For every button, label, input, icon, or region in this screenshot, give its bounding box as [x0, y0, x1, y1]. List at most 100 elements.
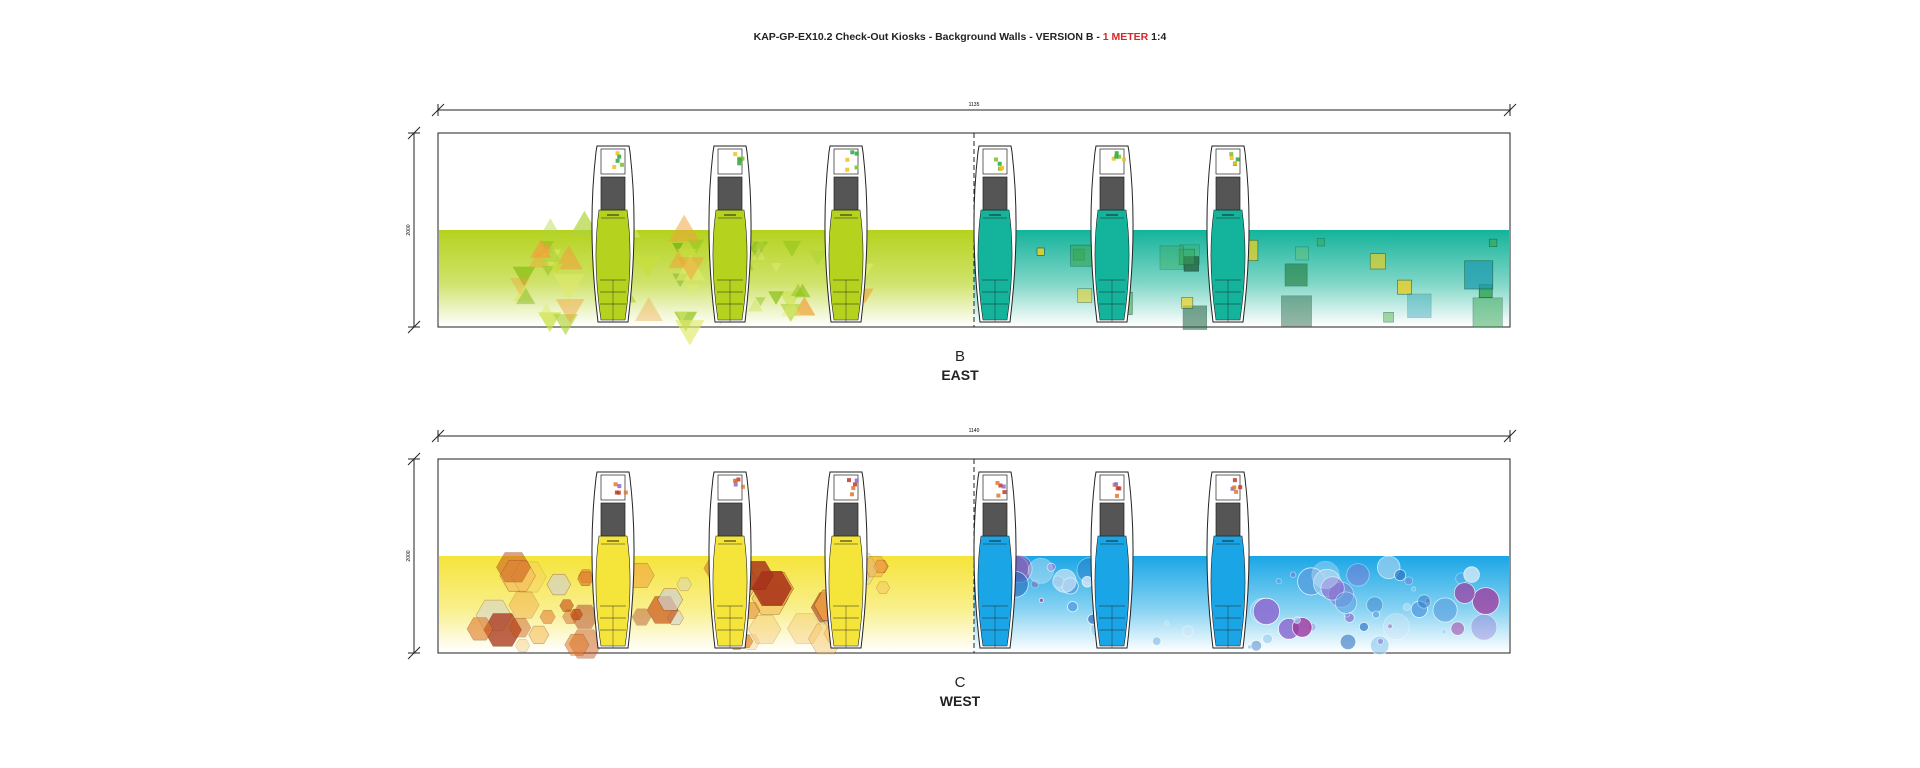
kiosk-accent-shape: [997, 161, 1002, 166]
triangle-shape: [747, 298, 763, 312]
kiosk-accent-shape: [850, 150, 855, 155]
kiosk-accent-shape: [1234, 489, 1239, 494]
circle-shape: [1311, 560, 1340, 589]
triangle-shape: [538, 303, 554, 317]
kiosk-accent-shape: [1001, 484, 1006, 489]
width-dimension-label: 1135: [969, 102, 980, 108]
kiosk-accent-shape: [613, 482, 618, 487]
triangle-shape: [793, 296, 816, 316]
kiosk-accent-shape: [1115, 493, 1119, 498]
triangle-shape: [554, 245, 583, 270]
circle-shape: [1404, 576, 1414, 586]
kiosk-color-panel: [1094, 209, 1130, 321]
kiosk-screen: [600, 176, 626, 211]
circle-shape: [1387, 623, 1393, 630]
triangle-shape: [808, 250, 827, 266]
kiosk: [973, 145, 1017, 323]
kiosk-accent-shape: [995, 481, 1000, 485]
hexagon-shape: [570, 604, 599, 629]
circle-shape: [1262, 633, 1273, 645]
triangle-shape: [539, 218, 562, 237]
kiosk-color-panel: [828, 209, 864, 321]
circle-shape: [1394, 569, 1407, 582]
kiosk-accent-shape: [612, 165, 617, 169]
circle-shape: [1416, 594, 1432, 609]
circle-shape: [1369, 635, 1390, 656]
triangle-shape: [677, 257, 705, 281]
triangle-shape: [675, 320, 705, 346]
kiosk-color-panel: [712, 535, 748, 647]
kiosk-accent-shape: [1233, 161, 1237, 166]
hexagon-shape: [528, 625, 550, 644]
triangle-shape: [768, 291, 784, 305]
kiosk-accent-shape: [615, 151, 620, 156]
kiosk-accent-shape: [851, 486, 856, 490]
circle-shape: [1424, 598, 1431, 604]
kiosk-accent-shape: [623, 490, 628, 495]
triangle-shape: [755, 297, 766, 307]
hexagon-shape: [875, 581, 891, 594]
square-shape: [1383, 312, 1394, 323]
kiosk-top-panel: [1099, 148, 1125, 175]
triangle-shape: [555, 299, 585, 324]
circle-shape: [1066, 601, 1079, 613]
elevation-letter-b: B: [954, 348, 965, 365]
kiosk-top-panel: [600, 474, 626, 501]
circle-shape: [1252, 597, 1281, 625]
hexagon-shape: [546, 573, 572, 596]
circle-shape: [1246, 644, 1253, 650]
width-dimension: [431, 103, 1517, 117]
circle-shape: [1432, 597, 1458, 623]
kiosk-accent-shape: [737, 161, 742, 166]
circle-shape: [1030, 579, 1040, 589]
kiosk: [824, 471, 868, 649]
kiosk-color-panel: [977, 209, 1013, 321]
kiosk-screen: [717, 502, 743, 537]
hexagon-shape: [496, 552, 531, 583]
kiosk-accent-shape: [1232, 485, 1237, 490]
kiosk-accent-shape: [617, 154, 622, 159]
hexagon-shape: [577, 571, 594, 586]
square-shape: [1472, 297, 1503, 328]
triangle-shape: [686, 284, 700, 296]
kiosk-accent-shape: [1000, 165, 1005, 170]
circle-shape: [1027, 557, 1054, 584]
square-shape: [1284, 263, 1308, 287]
kiosk-accent-shape: [620, 162, 624, 167]
kiosk: [708, 471, 752, 649]
triangle-shape: [528, 250, 549, 268]
kiosk-color-panel: [712, 209, 748, 321]
triangle-shape: [634, 296, 663, 322]
hexagon-shape: [515, 639, 531, 653]
kiosk-accent-shape: [1002, 490, 1007, 495]
triangle-shape: [672, 242, 684, 253]
kiosk: [1090, 145, 1134, 323]
triangle-shape: [746, 241, 768, 260]
kiosk-accent-shape: [854, 165, 859, 170]
triangle-shape: [550, 263, 563, 275]
kiosk-screen: [1215, 502, 1241, 537]
kiosk-accent-shape: [740, 156, 745, 161]
hexagon-shape: [570, 608, 583, 620]
kiosk-screen: [833, 502, 859, 537]
triangle-shape: [782, 240, 802, 257]
height-dimension: [407, 452, 421, 660]
square-shape: [1407, 293, 1432, 318]
kiosk: [591, 471, 635, 649]
kiosk-accent-shape: [996, 493, 1001, 498]
triangle-shape: [634, 255, 661, 278]
kiosk-accent-shape: [733, 482, 738, 487]
triangle-shape: [675, 311, 689, 322]
west-wall-drawing: 1140 2000: [406, 428, 1517, 660]
triangle-shape: [530, 239, 552, 258]
kiosk-color-panel: [595, 209, 631, 321]
kiosk: [824, 145, 868, 323]
kiosk: [1206, 471, 1250, 649]
circle-shape: [1152, 636, 1162, 646]
circle-shape: [1038, 597, 1044, 603]
kiosk: [973, 471, 1017, 649]
west-wall-elevation: 1140 2000: [400, 426, 1540, 676]
kiosk-accent-shape: [1114, 482, 1119, 487]
hexagon-shape: [559, 599, 574, 612]
width-dimension-label: 1140: [969, 428, 980, 434]
